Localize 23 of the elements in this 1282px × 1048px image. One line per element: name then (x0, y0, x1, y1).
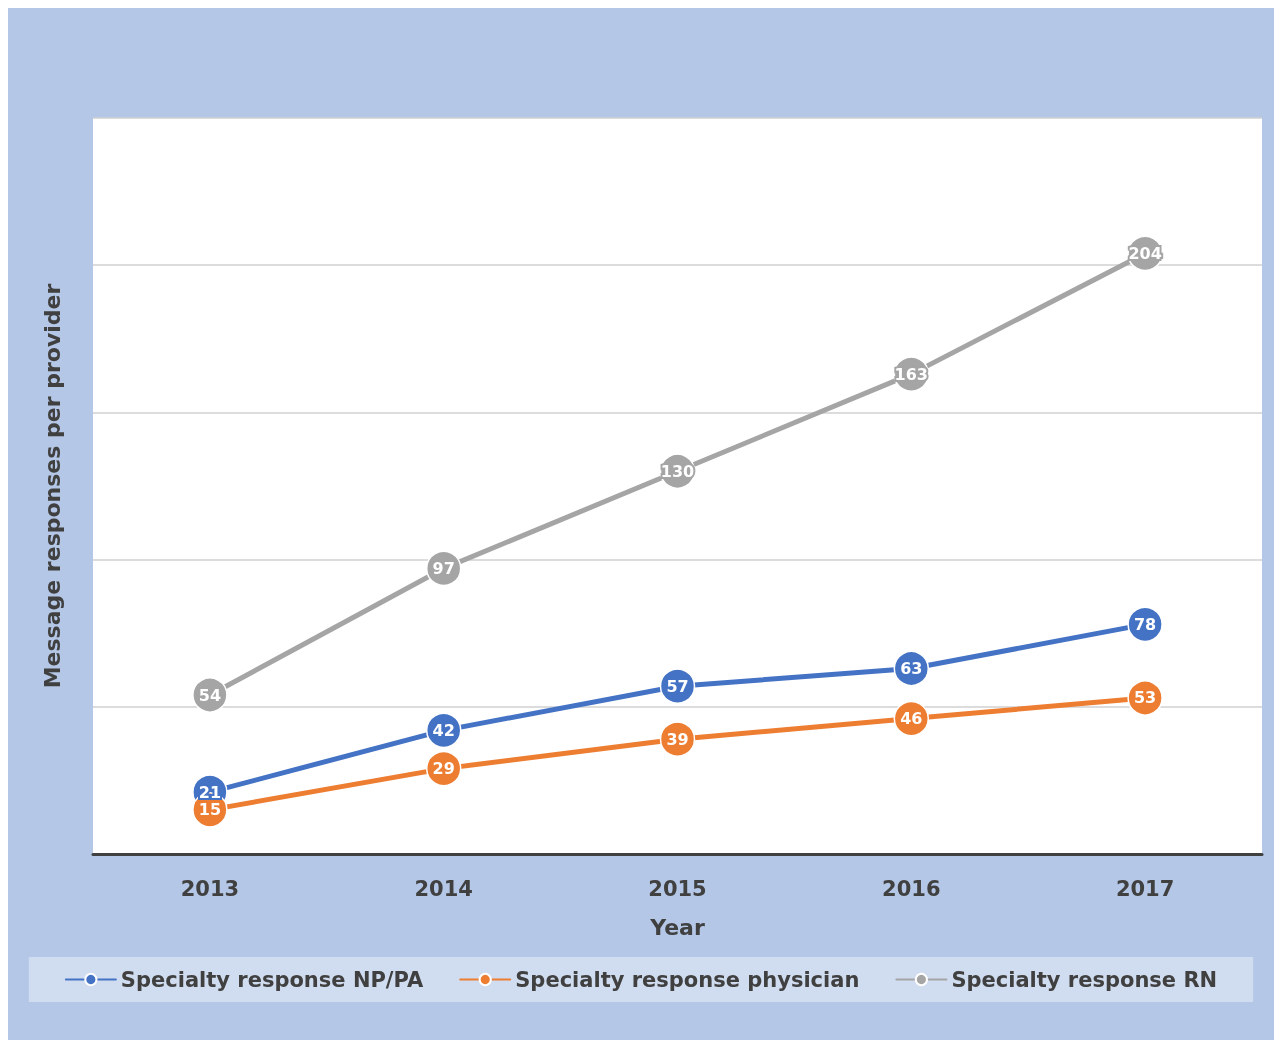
legend-label: Specialty response RN (951, 967, 1218, 992)
data-label: 29 (432, 759, 455, 779)
data-label: 39 (666, 729, 689, 749)
x-tick-label: 2015 (648, 876, 707, 901)
y-axis-title: Message responses per provider (39, 283, 65, 689)
data-label: 53 (1133, 688, 1157, 708)
data-label: 57 (666, 676, 689, 696)
x-tick-label: 2017 (1115, 876, 1175, 901)
data-label: 63 (900, 659, 923, 679)
data-label: 46 (900, 709, 923, 729)
data-label: 97 (432, 558, 455, 578)
legend-label: Specialty response NP/PA (120, 967, 424, 992)
x-tick-label: 2014 (414, 876, 473, 901)
legend-label: Specialty response physician (515, 967, 860, 992)
data-label: 42 (432, 720, 455, 740)
data-label: 130 (660, 461, 695, 481)
data-label: 54 (198, 685, 222, 705)
data-label: 78 (1133, 614, 1157, 634)
data-label: 163 (894, 364, 928, 384)
data-label: 15 (198, 800, 222, 820)
x-tick-label: 2013 (180, 876, 240, 901)
x-axis-title: Year (649, 914, 705, 940)
x-tick-label: 2016 (882, 876, 941, 901)
